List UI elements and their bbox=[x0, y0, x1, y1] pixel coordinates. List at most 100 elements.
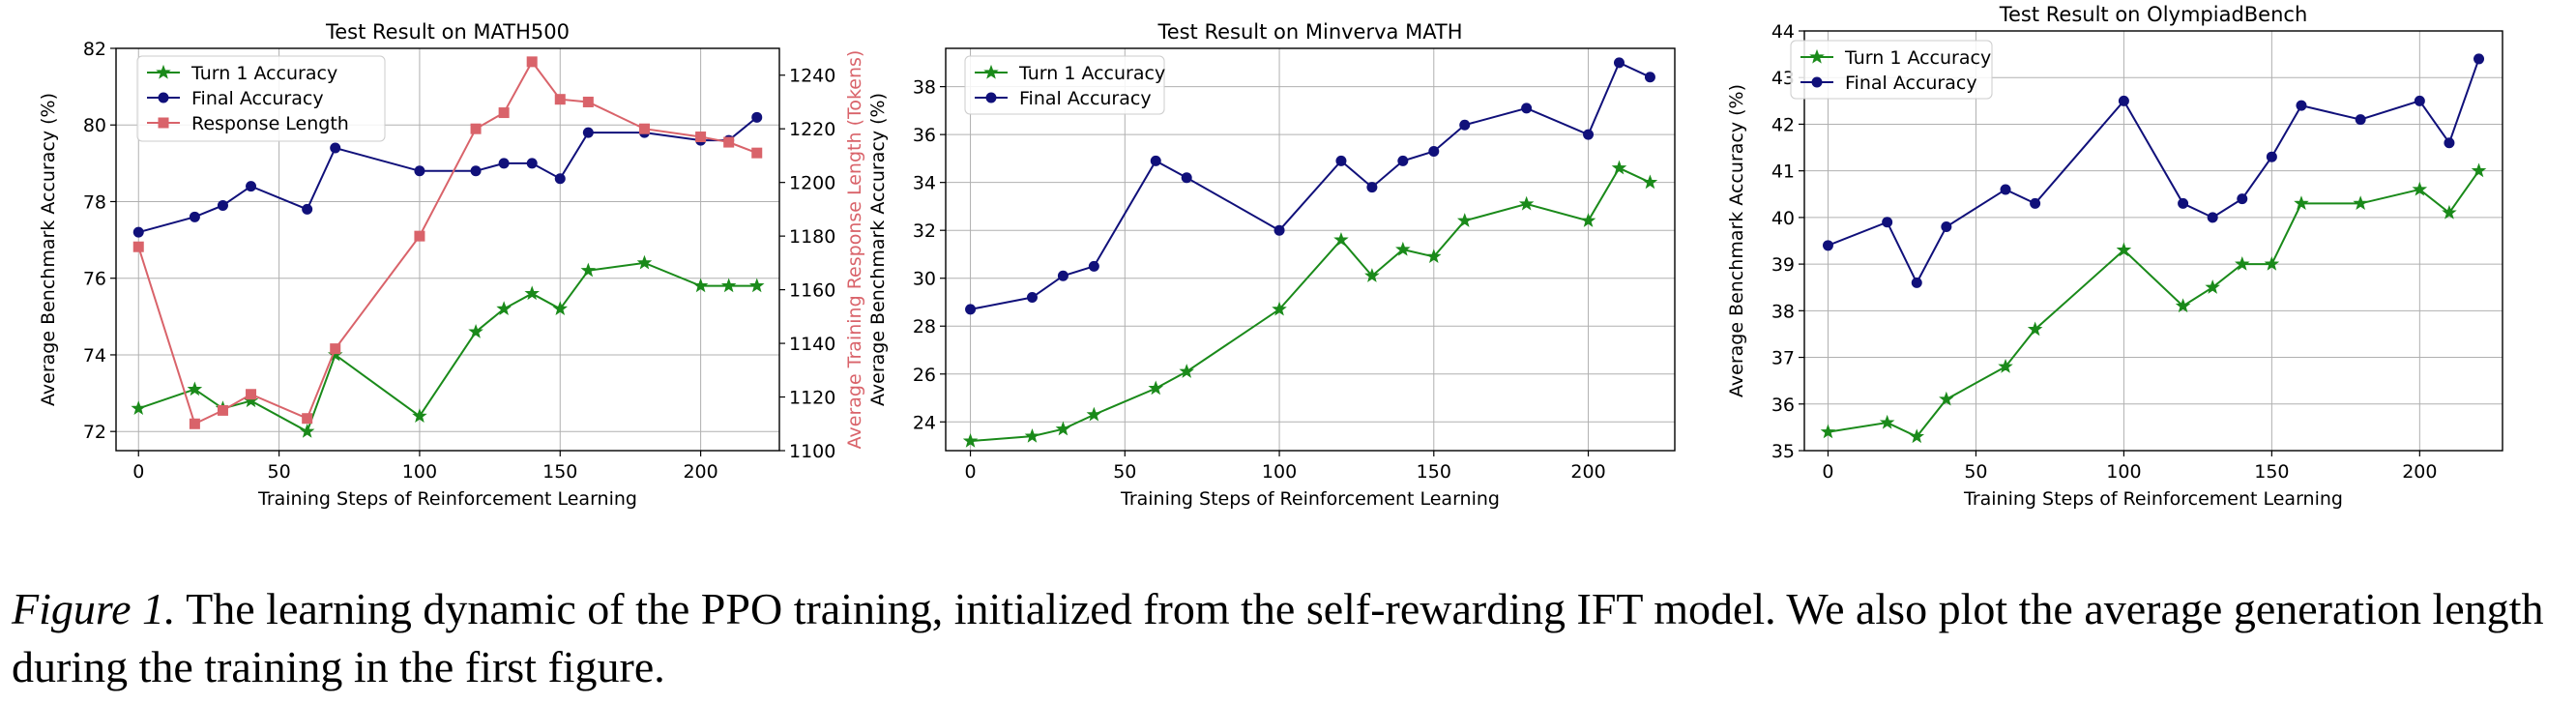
plot-frame bbox=[1803, 30, 2503, 452]
legend-box bbox=[1790, 40, 1993, 100]
data-point bbox=[2266, 151, 2277, 162]
y-tick-label: 28 bbox=[913, 316, 936, 337]
chart-1: 0 50 100 150 200 72 74 76 78 80 82 1100 1120 1140 1160… bbox=[38, 20, 865, 510]
data-point bbox=[414, 230, 425, 242]
data-point bbox=[1366, 182, 1378, 193]
series-line bbox=[137, 60, 758, 425]
data-point bbox=[2355, 114, 2366, 126]
data-point bbox=[1088, 260, 1099, 272]
data-point bbox=[524, 285, 540, 301]
data-point bbox=[580, 262, 597, 278]
data-point bbox=[2412, 181, 2428, 196]
data-point bbox=[582, 127, 594, 138]
data-point bbox=[1941, 221, 1952, 233]
data-point bbox=[1181, 172, 1192, 184]
legend-label: Final Accuracy bbox=[1019, 88, 1152, 109]
chart-title: Test Result on MATH500 bbox=[325, 20, 570, 44]
data-point bbox=[1272, 301, 1287, 316]
y-tick-label: 72 bbox=[83, 422, 106, 443]
y2-axis-label: Average Training Response Length (Tokens… bbox=[844, 50, 865, 450]
data-point bbox=[498, 158, 510, 169]
data-point bbox=[582, 96, 594, 107]
x-axis-label: Training Steps of Reinforcement Learning bbox=[257, 488, 637, 510]
y-tick-label: 36 bbox=[1771, 395, 1795, 416]
plot-frame bbox=[945, 47, 1676, 452]
data-point bbox=[2471, 162, 2487, 178]
data-point bbox=[189, 418, 200, 429]
data-point bbox=[1642, 174, 1658, 190]
data-point bbox=[1583, 129, 1595, 140]
legend: Turn 1 Accuracy Final Accuracy bbox=[964, 55, 1165, 115]
data-point bbox=[132, 241, 144, 252]
data-point bbox=[1333, 231, 1349, 247]
data-point bbox=[217, 199, 228, 211]
series-line bbox=[137, 261, 757, 433]
data-point bbox=[414, 165, 425, 177]
data-point bbox=[246, 389, 257, 400]
legend-label: Final Accuracy bbox=[191, 88, 324, 109]
data-point bbox=[2178, 197, 2189, 209]
data-point bbox=[470, 123, 482, 134]
data-point bbox=[554, 173, 566, 185]
x-tick-label: 100 bbox=[2106, 461, 2141, 483]
x-tick-label: 0 bbox=[1822, 461, 1833, 483]
data-point bbox=[1644, 72, 1655, 83]
x-tick-label: 0 bbox=[965, 461, 977, 483]
data-point bbox=[1911, 277, 1922, 288]
data-point bbox=[2000, 184, 2011, 195]
data-point bbox=[302, 413, 313, 425]
data-point bbox=[189, 211, 200, 222]
y-tick-label: 41 bbox=[1771, 161, 1795, 183]
data-point bbox=[468, 324, 483, 338]
series-final-accuracy bbox=[1822, 53, 2485, 288]
y-axis-label: Average Benchmark Accuracy (%) bbox=[867, 93, 889, 406]
legend-box bbox=[964, 55, 1165, 115]
chart-2: 0 50 100 150 200 24 26 28 30 32 34 36 38 Test Result … bbox=[867, 20, 1676, 510]
data-point bbox=[526, 158, 538, 169]
data-point bbox=[1055, 421, 1071, 436]
y-tick-label: 38 bbox=[913, 77, 936, 99]
data-point bbox=[2118, 95, 2129, 106]
x-tick-label: 50 bbox=[1113, 461, 1136, 483]
series-turn-1-accuracy bbox=[1820, 162, 2487, 444]
data-point bbox=[246, 181, 257, 192]
data-point bbox=[748, 278, 765, 293]
data-point bbox=[1150, 155, 1161, 166]
data-point bbox=[2353, 195, 2368, 211]
legend-label: Final Accuracy bbox=[1845, 73, 1977, 94]
data-point bbox=[1879, 414, 1895, 429]
data-point bbox=[1580, 213, 1596, 227]
data-point bbox=[2264, 255, 2280, 271]
data-point bbox=[470, 165, 482, 177]
data-point bbox=[692, 278, 709, 293]
legend-label: Turn 1 Accuracy bbox=[190, 63, 337, 84]
data-point bbox=[187, 381, 203, 396]
y-tick-label: 34 bbox=[913, 173, 936, 194]
data-point bbox=[1397, 155, 1409, 166]
y2-tick-label: 1160 bbox=[789, 280, 835, 302]
caption-text: The learning dynamic of the PPO training… bbox=[12, 584, 2544, 691]
data-point bbox=[2235, 255, 2250, 271]
data-point bbox=[302, 203, 313, 215]
y2-tick-label: 1240 bbox=[789, 66, 835, 87]
data-point bbox=[751, 111, 763, 123]
x-axis-label: Training Steps of Reinforcement Learning bbox=[1120, 488, 1500, 510]
legend-marker bbox=[983, 64, 999, 79]
y-tick-label: 74 bbox=[83, 345, 106, 367]
data-point bbox=[751, 147, 763, 159]
data-point bbox=[2237, 193, 2248, 205]
legend-box bbox=[136, 55, 386, 142]
y-tick-label: 82 bbox=[83, 39, 106, 60]
data-point bbox=[1364, 268, 1380, 282]
data-point bbox=[1518, 195, 1535, 211]
legend-marker bbox=[1811, 76, 1823, 88]
data-point bbox=[723, 136, 735, 148]
data-point bbox=[1459, 119, 1471, 131]
series-turn-1-accuracy bbox=[962, 160, 1658, 448]
data-point bbox=[2442, 204, 2457, 220]
x-tick-label: 100 bbox=[1262, 461, 1297, 483]
data-point bbox=[1395, 241, 1411, 256]
data-point bbox=[2207, 212, 2218, 223]
y-tick-label: 26 bbox=[913, 365, 936, 386]
x-tick-label: 200 bbox=[2402, 461, 2437, 483]
